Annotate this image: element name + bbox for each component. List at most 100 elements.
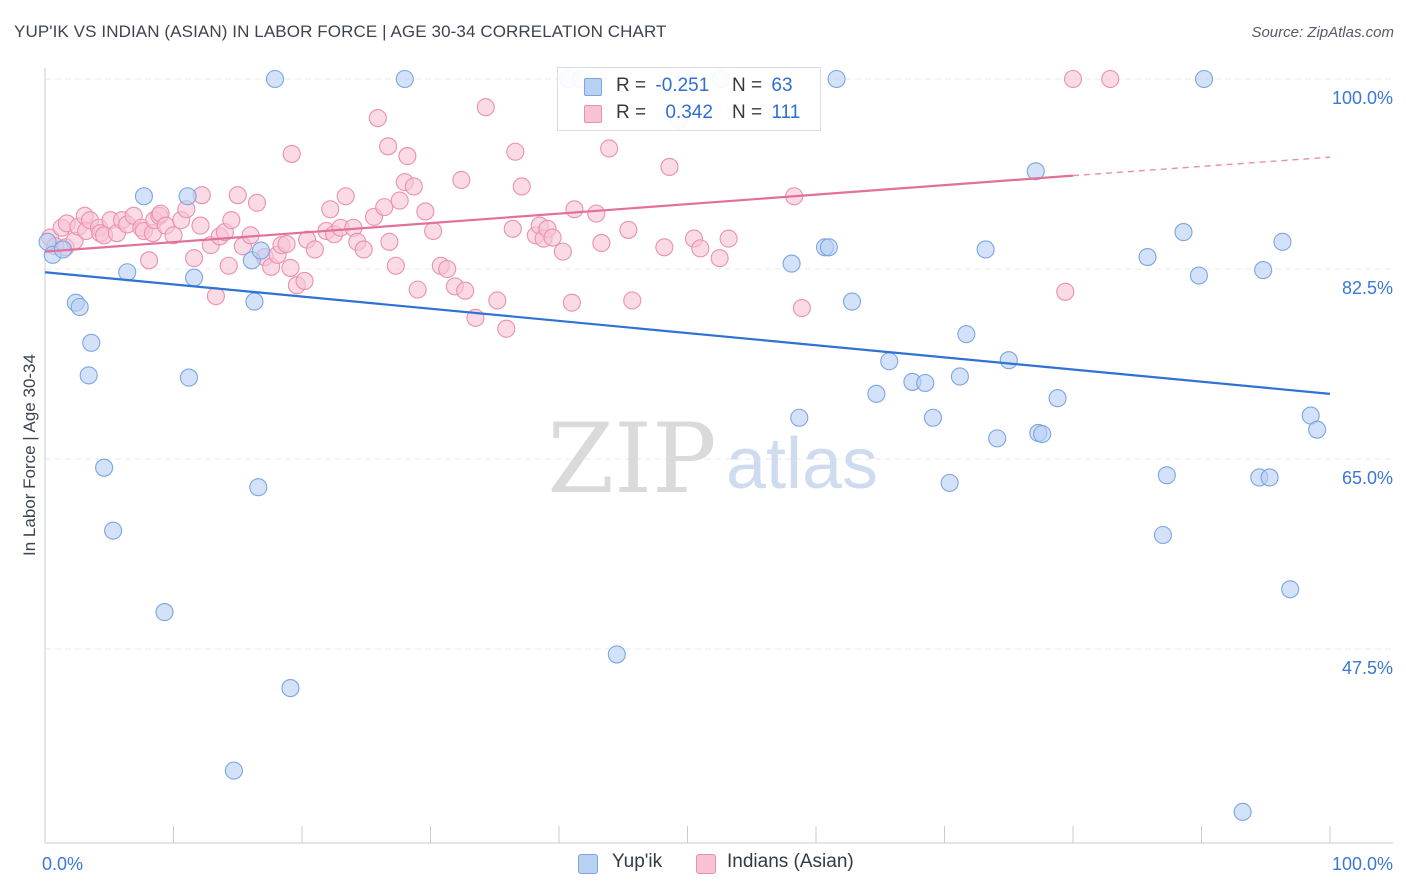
indians-asian-point bbox=[497, 319, 516, 338]
yupik-point bbox=[1157, 466, 1176, 485]
yupik-point bbox=[95, 458, 114, 477]
yupik-point bbox=[923, 408, 942, 427]
x-axis-max-label: 100.0% bbox=[1332, 854, 1393, 874]
yupik-point bbox=[1281, 580, 1300, 599]
yupik-point bbox=[395, 69, 414, 89]
indians-asian-point bbox=[562, 293, 581, 312]
indians-asian-point bbox=[1063, 69, 1083, 89]
yupik-point bbox=[265, 69, 285, 89]
indians-asian-point bbox=[164, 226, 183, 245]
indians-asian-point bbox=[416, 202, 435, 221]
indians-asian-point bbox=[185, 249, 204, 268]
indians-asian-point bbox=[281, 258, 300, 277]
yupik-point bbox=[251, 241, 270, 260]
indians-asian-trend-line bbox=[44, 174, 1074, 253]
indians-asian-point bbox=[277, 234, 296, 254]
yupik-point bbox=[1273, 232, 1292, 251]
indians-asian-point bbox=[191, 216, 210, 235]
yupik-point bbox=[1254, 261, 1273, 280]
indians-asian-point bbox=[206, 287, 225, 306]
watermark: ZIP atlas bbox=[547, 403, 878, 515]
yupik-point bbox=[281, 679, 300, 698]
indians-asian-point bbox=[452, 170, 471, 190]
indians-asian-point bbox=[219, 256, 238, 275]
indians-asian-point bbox=[390, 191, 409, 210]
indians-asian-point bbox=[660, 157, 679, 176]
yupik-point bbox=[155, 603, 174, 622]
yupik-point bbox=[999, 351, 1018, 370]
legend-r-value-1: -0.251 bbox=[655, 75, 710, 96]
legend-r-value-2: 0.342 bbox=[665, 102, 713, 123]
yupik-point bbox=[957, 325, 976, 344]
indians-asian-point bbox=[321, 200, 340, 219]
yupik-point bbox=[82, 333, 101, 352]
legend-swatch-indians bbox=[584, 105, 602, 123]
yupik-point bbox=[118, 263, 137, 282]
indians-asian-point bbox=[140, 251, 159, 270]
yupik-point bbox=[1026, 162, 1045, 181]
indians-asian-point bbox=[792, 299, 811, 318]
yupik-point bbox=[790, 408, 809, 427]
yupik-point bbox=[988, 429, 1007, 448]
yupik-point bbox=[950, 367, 969, 386]
yupik-point bbox=[185, 268, 204, 287]
indians-asian-point bbox=[380, 232, 399, 251]
indians-asian-point bbox=[424, 221, 443, 241]
yupik-point bbox=[1189, 266, 1208, 285]
yupik-point bbox=[245, 292, 264, 311]
indians-asian-point bbox=[710, 249, 729, 268]
yupik-point bbox=[179, 368, 198, 387]
yupik-point bbox=[104, 521, 123, 540]
indians-asian-point bbox=[1101, 69, 1120, 89]
yupik-point bbox=[1174, 223, 1193, 242]
yupik-point bbox=[607, 645, 626, 664]
indians-asian-point bbox=[719, 229, 738, 248]
yupik-point bbox=[134, 187, 153, 206]
series-indians-asian-points bbox=[41, 69, 1120, 338]
bottom-legend-swatch-indians bbox=[696, 854, 716, 874]
indians-asian-point bbox=[438, 259, 457, 279]
indians-asian-point bbox=[282, 144, 301, 163]
yupik-point bbox=[827, 69, 846, 89]
yupik-point bbox=[70, 297, 89, 317]
yupik-point bbox=[867, 384, 886, 403]
indians-asian-point bbox=[691, 239, 710, 258]
yupik-point bbox=[782, 254, 801, 273]
y-tick-label: 82.5% bbox=[1342, 278, 1393, 298]
indians-asian-trend-extension bbox=[1072, 156, 1331, 177]
yupik-point bbox=[1033, 424, 1052, 444]
axes bbox=[44, 68, 1393, 844]
legend-n-label-2: N = bbox=[732, 102, 763, 123]
indians-asian-point bbox=[592, 233, 611, 252]
indians-asian-point bbox=[222, 211, 241, 230]
indians-asian-point bbox=[619, 220, 638, 239]
legend-r-label-2: R = bbox=[616, 102, 647, 123]
yupik-point bbox=[1260, 468, 1279, 487]
yupik-point bbox=[224, 761, 243, 780]
indians-asian-point bbox=[1056, 282, 1075, 301]
legend-n-value-2: 111 bbox=[771, 102, 801, 123]
indians-asian-point bbox=[503, 219, 522, 238]
indians-asian-point bbox=[228, 186, 247, 205]
indians-asian-point bbox=[587, 204, 606, 223]
yupik-point bbox=[1195, 69, 1214, 89]
yupik-trend-line bbox=[44, 271, 1331, 395]
yupik-point bbox=[976, 240, 995, 259]
y-tick-label: 100.0% bbox=[1332, 88, 1393, 108]
indians-asian-point bbox=[655, 238, 674, 257]
yupik-point bbox=[178, 187, 197, 206]
yupik-point bbox=[1138, 248, 1157, 267]
yupik-point bbox=[249, 478, 268, 497]
indians-asian-point bbox=[408, 280, 427, 299]
yupik-point bbox=[880, 352, 899, 371]
indians-asian-point bbox=[512, 177, 531, 196]
indians-asian-point bbox=[456, 281, 475, 300]
yupik-point bbox=[79, 366, 98, 385]
indians-asian-point bbox=[488, 291, 507, 310]
yupik-point bbox=[1153, 525, 1172, 545]
indians-asian-point bbox=[506, 142, 525, 161]
yupik-point bbox=[1308, 420, 1327, 439]
yupik-point bbox=[940, 473, 959, 492]
indians-asian-point bbox=[368, 109, 387, 128]
